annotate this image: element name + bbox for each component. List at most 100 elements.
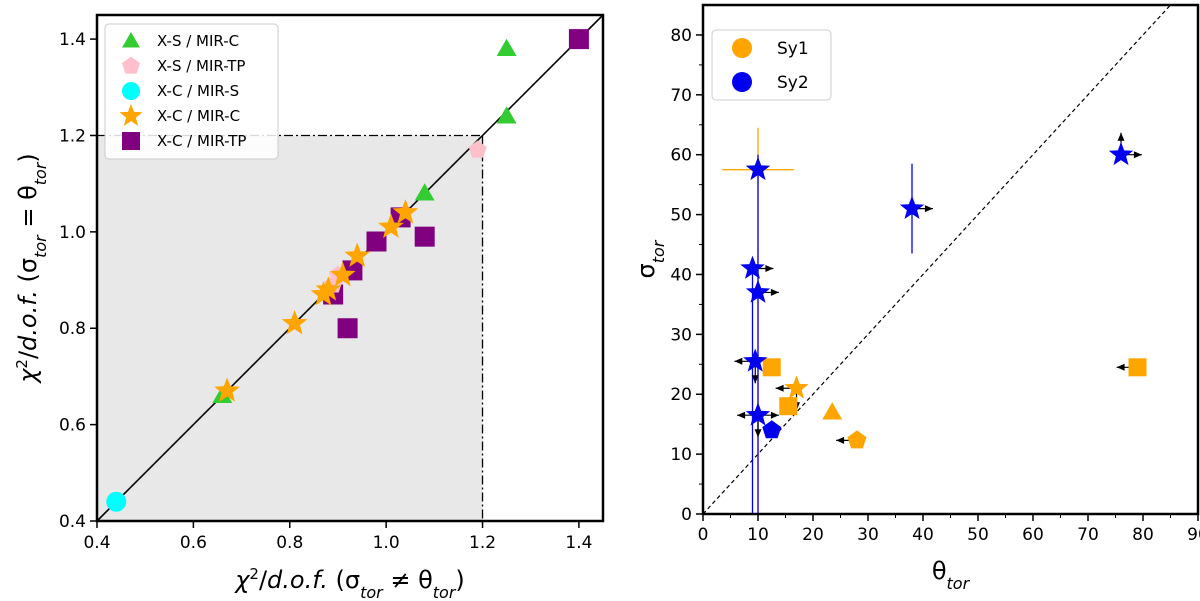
data-point-sy2-star: [899, 195, 925, 219]
y-tick-label: 60: [670, 146, 692, 166]
y-tick-label: 10: [670, 445, 692, 465]
y-tick-label: 20: [670, 385, 692, 405]
right-chart: 010203040506070809001020304050607080θtor…: [632, 3, 1200, 593]
legend-label: Sy1: [777, 39, 809, 59]
y-tick-label: 70: [670, 86, 692, 106]
data-point-sy1-square: [762, 358, 781, 377]
x-tick-label: 50: [967, 525, 989, 545]
legend-marker-triangle: [122, 32, 140, 48]
data-point-square: [366, 231, 387, 252]
legend-label: X-C / MIR-TP: [157, 132, 246, 150]
x-axis-title-part: /: [259, 566, 268, 594]
x-tick-label: 1.0: [373, 533, 400, 553]
x-axis-title-part: (σ: [328, 566, 360, 594]
data-point-star: [392, 199, 419, 224]
limit-arrow-left-head: [734, 357, 743, 365]
x-tick-label: 20: [802, 525, 824, 545]
y-axis-title-part: = θ: [14, 185, 42, 235]
y-axis-title-part: tor: [31, 161, 50, 185]
y-axis-title-part: tor: [31, 234, 50, 258]
y-axis-title-part: (σ: [14, 258, 42, 290]
x-tick-label: 40: [912, 525, 934, 545]
limit-arrow-left-head: [775, 384, 784, 392]
x-axis-title: θtor: [932, 557, 971, 593]
data-point-sy2-star: [745, 156, 771, 181]
x-tick-label: 70: [1077, 525, 1099, 545]
limit-arrow-up-head: [1117, 132, 1125, 141]
limit-arrow-right-head: [770, 288, 779, 296]
y-tick-label: 1.0: [59, 223, 86, 243]
data-point-square: [568, 29, 589, 50]
plot-frame: [95, 13, 605, 523]
y-tick-label: 0.4: [59, 512, 86, 532]
limit-arrow-down-head: [751, 375, 759, 384]
legend-label: X-C / MIR-C: [157, 107, 240, 125]
limit-arrow-left-head: [836, 436, 845, 444]
data-point-pentagon: [468, 140, 487, 158]
data-point-sy1-square: [1128, 358, 1147, 377]
limit-arrow-right-head: [770, 411, 779, 419]
x-tick-label: 80: [1132, 525, 1154, 545]
y-tick-label: 40: [670, 265, 692, 285]
legend-label: X-C / MIR-S: [157, 82, 239, 100]
limit-arrow-right-head: [1133, 151, 1142, 159]
identity-line: [702, 4, 1171, 515]
x-tick-label: 1.2: [469, 533, 496, 553]
limit-arrow-left-head: [737, 411, 746, 419]
x-tick-label: 10: [747, 525, 769, 545]
data-point-sy2-star: [740, 255, 765, 279]
legend-label: X-S / MIR-C: [157, 32, 239, 50]
data-point-star: [329, 261, 356, 287]
y-axis-title-part: tor: [649, 239, 668, 263]
limit-arrow-down-head: [754, 429, 762, 438]
legend-label: X-S / MIR-TP: [157, 57, 245, 75]
legend-box: [104, 23, 279, 160]
data-point-triangle: [414, 183, 435, 201]
legend-marker-star: [119, 103, 143, 126]
limit-arrow-right-head: [924, 205, 933, 213]
legend-marker-pentagon: [122, 56, 140, 74]
data-point-sy2-pentagon: [762, 420, 782, 439]
x-tick-label: 0.4: [83, 533, 110, 553]
x-tick-label: 0: [698, 525, 709, 545]
y-tick-label: 0: [681, 505, 692, 525]
data-point-sy2-star: [745, 402, 771, 426]
legend-box: [711, 29, 832, 101]
data-point-triangle: [496, 38, 517, 56]
data-point-sy1-star: [784, 375, 809, 399]
data-point-sy2-star: [1108, 141, 1134, 166]
y-axis-title-part: d.o.f.: [14, 290, 42, 351]
x-tick-label: 60: [1022, 525, 1044, 545]
x-axis-title-part: ): [455, 566, 464, 594]
x-axis-title-part: 2: [249, 565, 259, 583]
data-point-star: [315, 276, 342, 301]
legend-marker-sy2: [732, 72, 752, 92]
data-point-triangle: [496, 106, 517, 124]
x-axis-title-part: tor: [360, 583, 384, 601]
y-tick-label: 50: [670, 206, 692, 226]
x-axis-title-part: tor: [947, 574, 971, 593]
legend-marker-circle: [122, 82, 140, 100]
x-tick-label: 0.8: [276, 533, 303, 553]
x-axis-title: χ2/d.o.f. (σtor ≠ θtor): [233, 565, 465, 601]
y-axis-title: σtor: [632, 239, 668, 278]
x-axis-title-part: θ: [932, 557, 947, 585]
y-tick-label: 80: [670, 26, 692, 46]
data-point-sy1-pentagon: [847, 430, 867, 449]
y-tick-label: 30: [670, 325, 692, 345]
y-tick-label: 0.6: [59, 416, 86, 436]
data-point-sy2-star: [743, 348, 768, 372]
legend-label: Sy2: [777, 73, 809, 93]
data-point-star: [344, 242, 371, 267]
x-axis-title-part: ≠ θ: [383, 566, 433, 594]
y-axis-title: χ2/d.o.f. (σtor = θtor): [13, 153, 50, 385]
x-tick-label: 90: [1187, 525, 1200, 545]
data-point-star: [281, 309, 308, 335]
limit-arrow-right-head: [765, 264, 774, 272]
data-point-circle: [106, 491, 127, 512]
x-tick-label: 30: [857, 525, 879, 545]
x-axis-title-part: d.o.f.: [267, 566, 328, 594]
data-point-star: [378, 213, 404, 238]
data-point-square: [414, 226, 435, 247]
